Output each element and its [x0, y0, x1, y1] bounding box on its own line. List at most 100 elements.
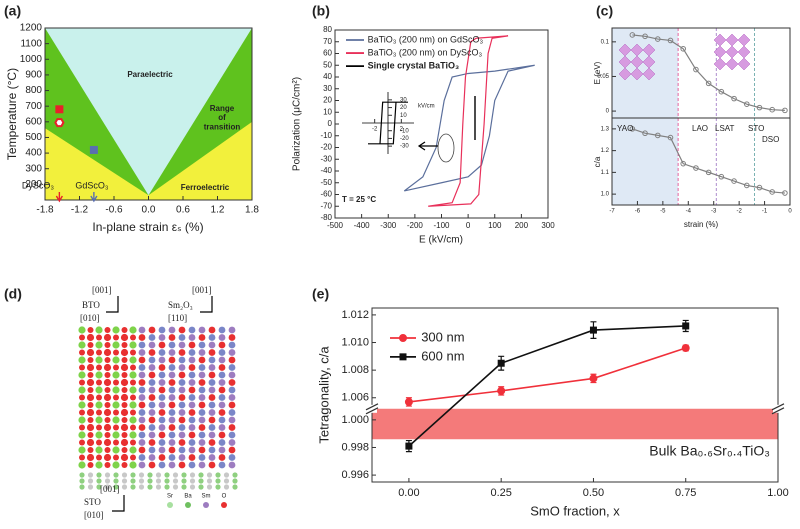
y-axis-label: Tetragonality, c/a	[316, 346, 331, 444]
atom	[168, 386, 176, 394]
atom	[218, 394, 226, 401]
atom	[178, 341, 186, 349]
atom	[79, 364, 85, 371]
atom	[95, 401, 103, 409]
octahedron	[725, 33, 739, 47]
atom	[188, 424, 196, 431]
atom	[129, 341, 137, 349]
atom	[148, 416, 156, 424]
atom	[155, 472, 162, 478]
atom	[158, 416, 166, 424]
atom	[138, 409, 146, 416]
atom	[130, 349, 136, 356]
chart: -2 2 -30 -20 -10 10 20 30 kV/cm	[362, 92, 435, 154]
structure-label: [110]	[168, 313, 187, 323]
atom	[178, 379, 186, 386]
atom	[120, 348, 129, 357]
y-tick-label: 70	[323, 37, 332, 46]
panel-label: (a)	[4, 3, 21, 19]
y-tick-label: 0.998	[341, 441, 369, 453]
atom	[218, 431, 226, 439]
chart: -7 -6 -5 -4 -3 -2 -1 0 1.0 1.1 1.2 1.3 strain (%) c/a…	[593, 117, 792, 229]
y-tick-label: -20	[320, 143, 332, 152]
atom	[208, 334, 216, 341]
atom	[130, 472, 136, 478]
atom	[79, 439, 85, 446]
marker	[54, 118, 65, 128]
atom	[120, 363, 129, 372]
atom	[79, 349, 85, 356]
atom	[113, 472, 119, 478]
atom	[112, 356, 120, 364]
atom	[178, 349, 186, 356]
x-tick-label: -200	[407, 221, 424, 230]
arrow	[90, 192, 98, 203]
atom	[138, 341, 146, 349]
atom	[148, 334, 156, 341]
atom	[138, 334, 146, 341]
atom	[206, 472, 213, 478]
atom	[138, 454, 146, 461]
atom	[198, 409, 206, 416]
atom	[215, 478, 221, 484]
legend-atom	[203, 502, 209, 508]
atom	[79, 424, 85, 431]
x-tick-label: 0	[788, 209, 792, 215]
atom	[79, 478, 85, 484]
marker	[693, 165, 699, 171]
atom	[218, 341, 226, 349]
x-tick-label: -1.8	[36, 205, 54, 216]
atom	[218, 401, 226, 409]
atom	[228, 424, 236, 431]
atom	[198, 431, 206, 439]
atom	[198, 341, 206, 349]
atom	[148, 439, 156, 446]
atom	[168, 454, 176, 461]
atom	[178, 371, 186, 379]
y-tick-label: 30	[400, 97, 407, 103]
atom	[121, 478, 128, 484]
octahedron	[725, 45, 739, 59]
atom	[96, 379, 102, 386]
y-tick-label: 1.000	[341, 414, 369, 426]
atom	[228, 431, 236, 439]
atom	[112, 401, 120, 409]
atom	[208, 364, 216, 371]
atom	[103, 363, 112, 372]
atom	[228, 386, 236, 394]
atom	[138, 446, 146, 454]
atom	[130, 484, 136, 490]
atom	[178, 424, 186, 431]
marker	[693, 66, 699, 73]
x-tick-label: 200	[515, 221, 529, 230]
atom	[198, 454, 206, 461]
legend-label: 300 nm	[421, 329, 464, 344]
atom	[147, 484, 153, 490]
atom	[181, 472, 187, 478]
x-tick-label: 0.6	[176, 205, 190, 216]
atom	[86, 438, 95, 447]
atom	[121, 462, 128, 468]
atom	[148, 454, 156, 461]
atom	[178, 409, 186, 416]
x-tick-label: 1.2	[211, 205, 225, 216]
atom	[168, 431, 176, 439]
y-tick-label: 1.3	[601, 126, 610, 132]
atom	[228, 439, 236, 446]
atom	[148, 341, 156, 349]
atom	[228, 326, 236, 334]
atom	[87, 432, 94, 438]
axis-break	[773, 404, 783, 413]
marker	[89, 145, 98, 154]
atom	[218, 409, 226, 416]
annotation: STO	[748, 124, 764, 133]
atom	[138, 326, 146, 334]
atom	[228, 364, 236, 371]
atom	[104, 484, 111, 490]
atom	[148, 364, 156, 371]
y-axis-label: Temperature (°C)	[5, 68, 19, 160]
atom	[208, 394, 216, 401]
atom	[208, 416, 216, 424]
atom	[181, 484, 187, 490]
atom	[178, 356, 186, 364]
